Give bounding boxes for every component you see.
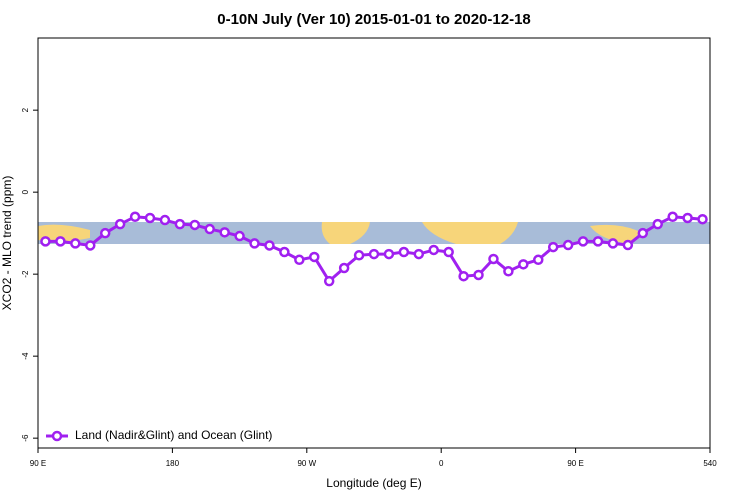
point bbox=[428, 244, 439, 256]
x-tick-label: 90 E bbox=[30, 459, 46, 468]
point bbox=[398, 246, 410, 258]
point bbox=[652, 218, 663, 230]
point bbox=[85, 240, 96, 251]
point bbox=[458, 270, 469, 282]
point bbox=[637, 227, 649, 239]
land bbox=[321, 222, 370, 244]
point bbox=[682, 212, 693, 224]
x-tick-label: 0 bbox=[439, 459, 444, 468]
point bbox=[622, 239, 634, 251]
land bbox=[38, 224, 90, 242]
point bbox=[279, 246, 290, 258]
point bbox=[294, 254, 305, 266]
y-tick-label: 2 bbox=[21, 107, 30, 112]
x-tick-label: 90 E bbox=[567, 459, 583, 468]
plot-frame bbox=[37, 37, 711, 449]
point bbox=[264, 240, 275, 251]
point bbox=[473, 269, 484, 281]
point bbox=[577, 236, 589, 247]
chart-title: 0-10N July (Ver 10) 2015-01-01 to 2020-1… bbox=[217, 11, 531, 28]
point bbox=[323, 275, 335, 287]
point bbox=[189, 219, 201, 231]
y-tick-label: 0 bbox=[21, 189, 30, 194]
x-axis-label: Longitude (deg E) bbox=[326, 476, 421, 490]
y-tick-label: -2 bbox=[21, 270, 30, 278]
point bbox=[40, 236, 51, 247]
point bbox=[219, 227, 230, 238]
point bbox=[309, 251, 320, 263]
point bbox=[174, 218, 186, 230]
point bbox=[70, 238, 81, 249]
point bbox=[562, 239, 574, 251]
legend-marker bbox=[51, 430, 63, 442]
point bbox=[518, 259, 529, 270]
point bbox=[368, 248, 380, 260]
land bbox=[422, 222, 518, 244]
point bbox=[697, 213, 708, 225]
legend-label: Land (Nadir&Glint) and Ocean (Glint) bbox=[75, 428, 272, 442]
x-tick-label: 180 bbox=[166, 459, 180, 468]
x-tick-label: 540 bbox=[703, 459, 717, 468]
x-tick-label: 90 W bbox=[297, 459, 316, 468]
point bbox=[547, 241, 559, 253]
point bbox=[383, 248, 395, 260]
point bbox=[533, 254, 544, 266]
point bbox=[353, 250, 365, 261]
point bbox=[592, 236, 604, 247]
point bbox=[503, 266, 514, 277]
point bbox=[204, 223, 215, 235]
point bbox=[488, 253, 499, 265]
point bbox=[55, 236, 66, 247]
point bbox=[144, 212, 156, 224]
point bbox=[159, 214, 171, 226]
land bbox=[590, 224, 640, 244]
point bbox=[114, 218, 126, 230]
point bbox=[234, 230, 245, 242]
y-tick-label: -6 bbox=[21, 434, 30, 442]
point bbox=[249, 238, 260, 249]
point bbox=[99, 227, 111, 239]
y-tick-label: -4 bbox=[21, 352, 30, 360]
point bbox=[667, 211, 678, 223]
point bbox=[413, 248, 425, 260]
y-axis-label: XCO2 - MLO trend (ppm) bbox=[0, 176, 14, 311]
point bbox=[129, 211, 141, 223]
point bbox=[443, 246, 454, 258]
point bbox=[607, 238, 619, 249]
point bbox=[338, 262, 350, 274]
